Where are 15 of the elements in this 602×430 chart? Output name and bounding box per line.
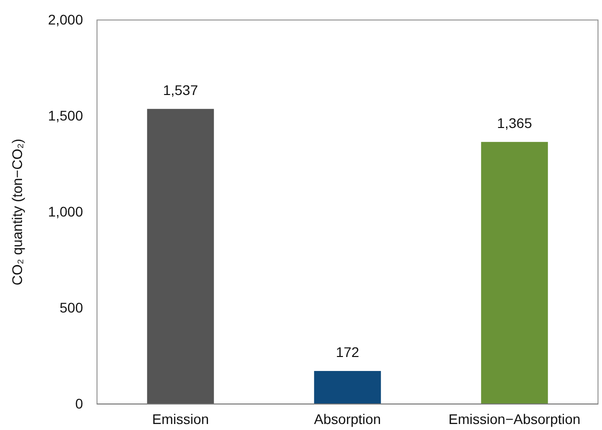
bar: [314, 370, 381, 404]
y-axis-title: CO₂ quantity (ton−CO₂): [9, 138, 25, 286]
y-tick-label: 500: [60, 299, 84, 316]
x-tick-label: Emission−Absorption: [448, 410, 580, 427]
x-tick-label: Emission: [152, 410, 209, 427]
y-tick-label: 1,000: [48, 203, 84, 220]
y-tick-label: 2,000: [48, 11, 84, 28]
data-label: 1,365: [496, 114, 532, 131]
y-tick-label: 0: [75, 395, 84, 412]
data-label: 1,537: [162, 82, 198, 98]
data-label: 172: [336, 344, 360, 360]
x-tick-label: Absorption: [314, 410, 381, 427]
bar: [147, 108, 214, 404]
bar: [481, 142, 548, 404]
y-tick-label: 1,500: [48, 107, 84, 124]
